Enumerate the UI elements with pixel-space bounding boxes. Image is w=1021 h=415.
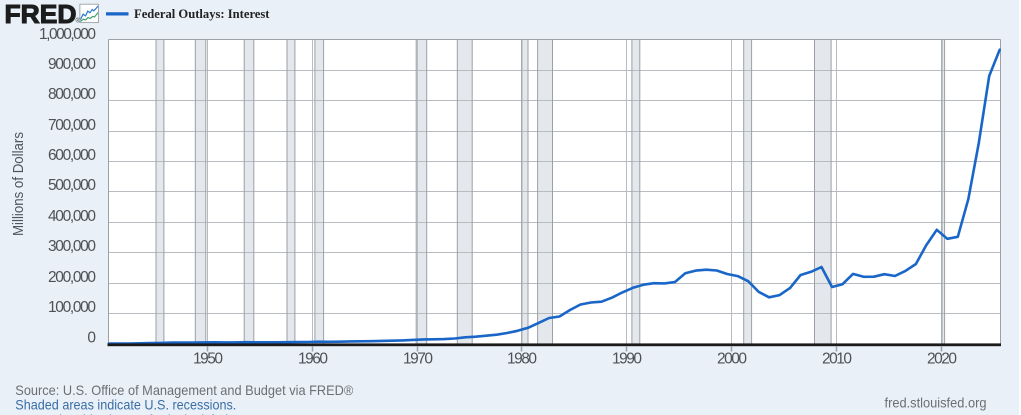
svg-text:Source: U.S. Office of Managem: Source: U.S. Office of Management and Bu… (15, 382, 354, 398)
svg-text:0: 0 (87, 330, 96, 347)
svg-text:1950: 1950 (193, 351, 223, 368)
svg-text:600,000: 600,000 (48, 147, 96, 164)
svg-text:Customize this chart at fred.s: Customize this chart at fred.stlouisfed.… (15, 411, 250, 415)
svg-text:1960: 1960 (298, 351, 328, 368)
svg-text:2010: 2010 (822, 351, 852, 368)
svg-text:2020: 2020 (927, 351, 957, 368)
svg-text:fred.stlouisfed.org: fred.stlouisfed.org (885, 394, 987, 410)
svg-text:500,000: 500,000 (48, 177, 96, 194)
svg-text:1,000,000: 1,000,000 (39, 26, 96, 43)
svg-text:800,000: 800,000 (48, 86, 96, 103)
svg-text:900,000: 900,000 (48, 56, 96, 73)
svg-text:Millions of Dollars: Millions of Dollars (10, 132, 27, 236)
svg-text:100,000: 100,000 (48, 299, 96, 316)
svg-text:400,000: 400,000 (48, 208, 96, 225)
svg-text:FRED: FRED (5, 0, 77, 29)
svg-text:2000: 2000 (717, 351, 747, 368)
svg-text:200,000: 200,000 (48, 269, 96, 286)
svg-text:300,000: 300,000 (48, 238, 96, 255)
svg-text:1970: 1970 (403, 351, 433, 368)
svg-text:®: ® (76, 18, 81, 25)
svg-text:Federal Outlays: Interest: Federal Outlays: Interest (134, 6, 270, 21)
svg-text:Shaded areas indicate U.S. rec: Shaded areas indicate U.S. recessions. (15, 396, 236, 412)
svg-text:1990: 1990 (612, 351, 642, 368)
svg-text:700,000: 700,000 (48, 117, 96, 134)
svg-text:1980: 1980 (507, 351, 537, 368)
